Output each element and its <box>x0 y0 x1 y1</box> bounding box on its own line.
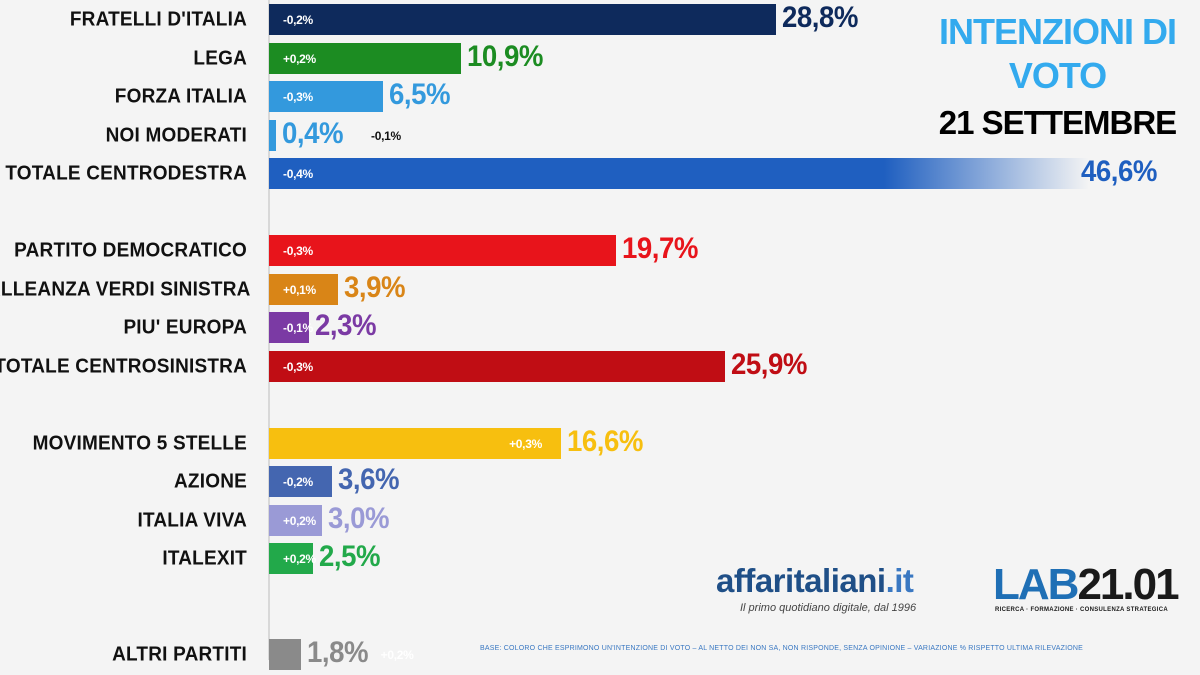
brand-name: affaritaliani <box>716 562 886 599</box>
bar <box>269 466 333 497</box>
bar <box>269 119 277 151</box>
category-label: FRATELLI D'ITALIA <box>69 8 247 31</box>
category-label: AZIONE <box>174 470 247 493</box>
change-label: +0,3% <box>509 436 542 451</box>
category-label: TOTALE CENTROSINISTRA <box>0 354 247 378</box>
bar <box>269 273 338 305</box>
value-label: 3,0% <box>327 501 390 535</box>
value-label: 1,8% <box>306 636 369 669</box>
category-label: PIU' EUROPA <box>123 316 247 339</box>
category-label: ALLEANZA VERDI SINISTRA <box>0 277 251 301</box>
value-label: 28,8% <box>781 1 858 34</box>
value-label: 25,9% <box>730 347 807 381</box>
bar <box>269 4 776 35</box>
affaritaliani-logo: affaritaliani.it <box>716 562 914 600</box>
bar <box>269 504 322 536</box>
category-label: ITALEXIT <box>162 547 247 570</box>
value-label: 2,5% <box>318 540 381 573</box>
change-label: +0,2% <box>283 552 316 566</box>
value-label: 3,9% <box>343 270 406 304</box>
change-label: -0,3% <box>283 244 313 258</box>
change-label: -0,1% <box>371 128 401 143</box>
value-label: 6,5% <box>389 78 451 111</box>
lab-suffix: 21.01 <box>1077 560 1179 609</box>
base-footnote: BASE: COLORO CHE ESPRIMONO UN'INTENZIONE… <box>480 645 1084 652</box>
change-label: +0,1% <box>283 282 316 297</box>
change-label: +0,2% <box>283 513 316 528</box>
value-label: 46,6% <box>1081 155 1157 188</box>
title-line-1: INTENZIONI DI <box>939 11 1177 52</box>
bar <box>269 639 301 670</box>
value-label: 0,4% <box>282 116 344 150</box>
change-label: -0,3% <box>283 359 313 374</box>
change-label: -0,3% <box>283 90 313 104</box>
lab-prefix: LAB <box>993 560 1079 609</box>
category-label: ITALIA VIVA <box>137 508 247 532</box>
category-label: ALTRI PARTITI <box>112 643 247 666</box>
bar <box>269 543 313 574</box>
category-label: NOI MODERATI <box>105 123 247 147</box>
bar <box>269 235 616 266</box>
brand-tagline: Il primo quotidiano digitale, dal 1996 <box>740 602 917 614</box>
value-label: 19,7% <box>621 232 698 265</box>
bar <box>269 81 384 112</box>
bar <box>269 427 562 459</box>
survey-date: 21 SETTEMBRE <box>938 104 1177 141</box>
lab-tagline: RICERCA · FORMAZIONE · CONSULENZA STRATE… <box>995 607 1168 613</box>
brand-tld: .it <box>885 562 914 599</box>
bar <box>269 312 310 343</box>
value-label: 16,6% <box>567 424 644 458</box>
chart-title: INTENZIONI DI VOTO <box>935 10 1180 98</box>
lab2101-logo: LAB21.01 <box>993 560 1180 610</box>
category-label: LEGA <box>193 46 247 70</box>
category-label: TOTALE CENTRODESTRA <box>5 162 247 185</box>
title-line-2: VOTO <box>1008 55 1107 96</box>
category-label: PARTITO DEMOCRATICO <box>14 239 247 262</box>
bar <box>269 350 725 382</box>
value-label: 3,6% <box>338 463 400 496</box>
change-label: +0,2% <box>380 648 414 662</box>
change-label: -0,1% <box>283 321 313 335</box>
change-label: -0,2% <box>283 475 313 489</box>
change-label: -0,2% <box>283 13 313 27</box>
category-label: FORZA ITALIA <box>114 85 247 108</box>
change-label: -0,4% <box>283 167 313 181</box>
value-label: 2,3% <box>315 309 377 342</box>
change-label: +0,2% <box>283 51 316 66</box>
bar <box>269 158 1089 189</box>
bar <box>269 42 461 74</box>
category-label: MOVIMENTO 5 STELLE <box>32 431 247 455</box>
value-label: 10,9% <box>466 39 543 73</box>
